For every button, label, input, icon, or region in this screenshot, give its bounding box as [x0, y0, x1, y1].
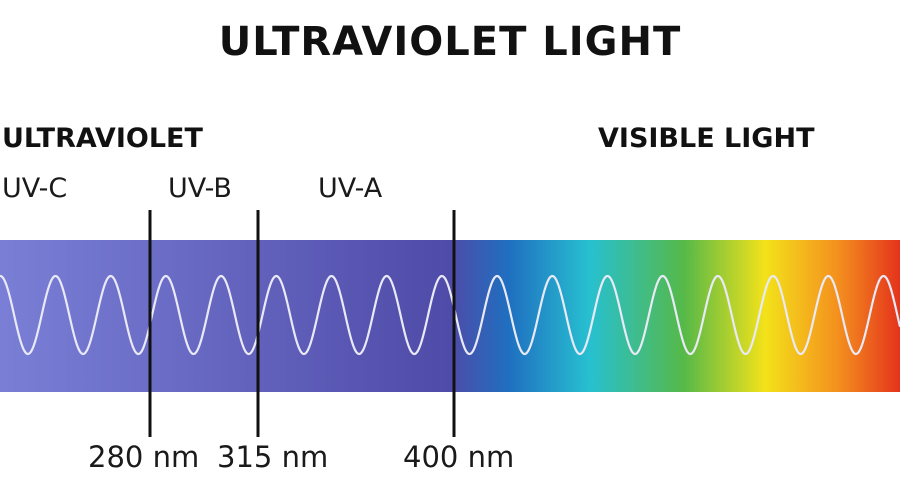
band-label-uv-b: UV-B — [168, 173, 232, 204]
page-title: ULTRAVIOLET LIGHT — [218, 19, 682, 65]
spectrum-band — [0, 240, 900, 392]
boundary-label-400nm: 400 nm — [403, 440, 515, 474]
band-label-uv-c: UV-C — [2, 173, 68, 204]
visible-light-section-label: VISIBLE LIGHT — [598, 123, 815, 154]
band-label-uv-a: UV-A — [318, 173, 383, 204]
ultraviolet-section-label: ULTRAVIOLET — [2, 123, 203, 154]
boundary-label-315nm: 315 nm — [217, 440, 329, 474]
boundary-label-280nm: 280 nm — [88, 440, 200, 474]
